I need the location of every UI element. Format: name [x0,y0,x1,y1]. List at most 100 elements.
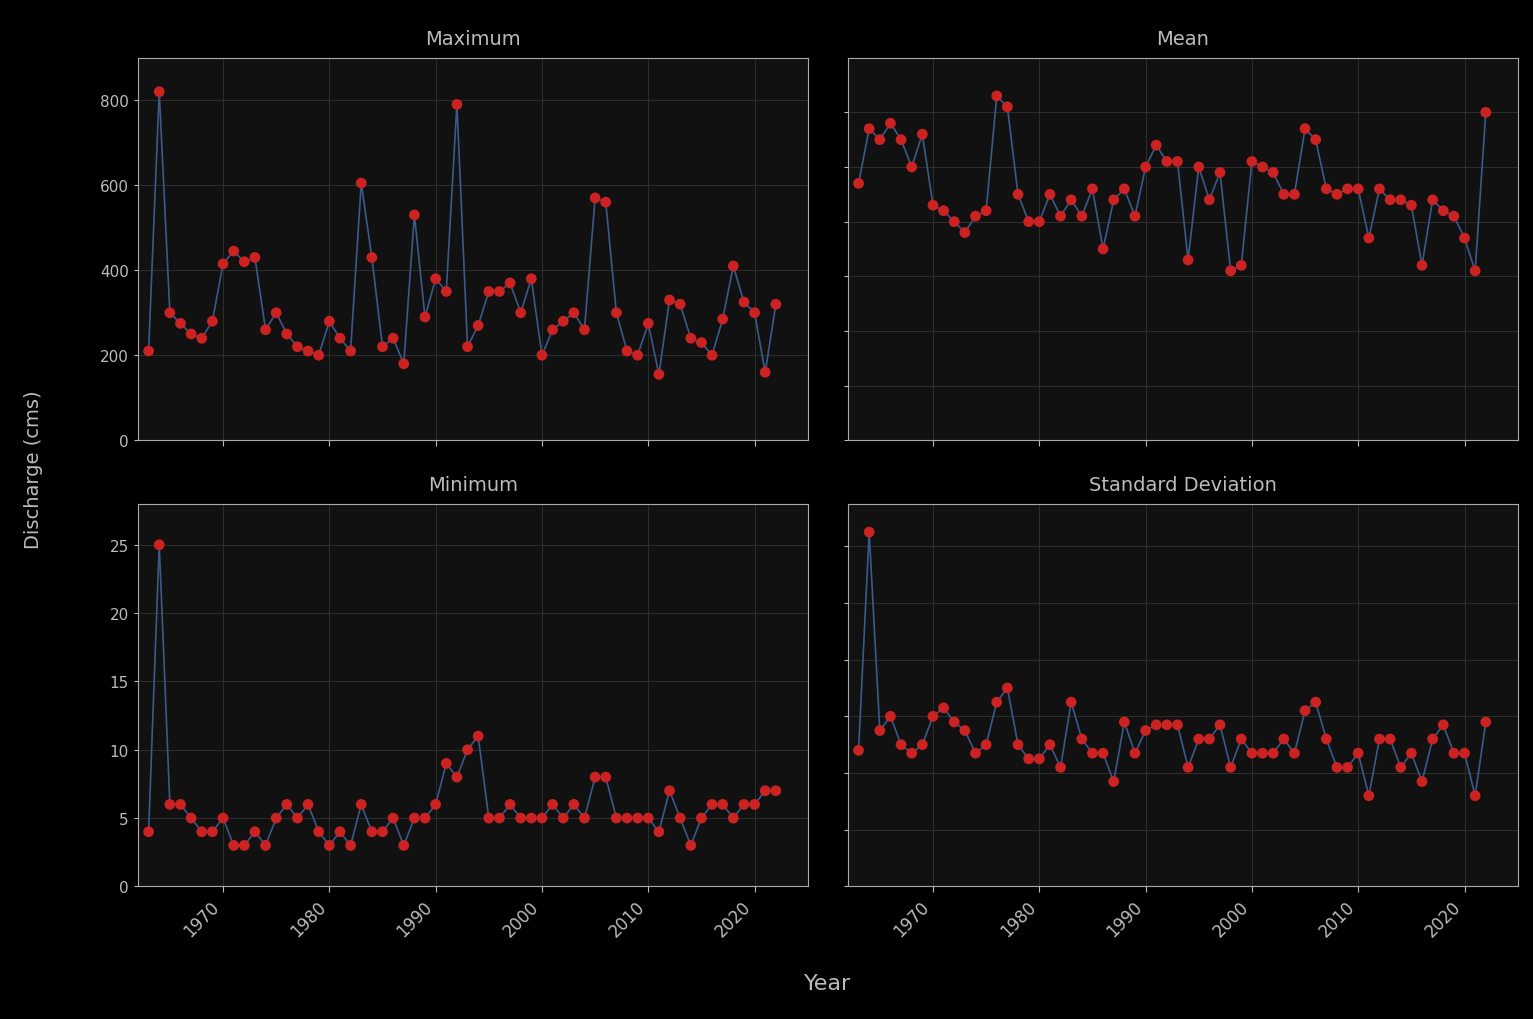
Point [445,97,469,113]
Point [391,357,415,373]
Point [615,810,639,826]
Point [878,116,903,132]
Text: Standard Deviation: Standard Deviation [1088,476,1277,494]
Point [1006,186,1030,203]
Point [1070,732,1095,748]
Point [1176,759,1200,775]
Point [900,160,924,176]
Point [1282,186,1306,203]
Point [742,306,766,322]
Point [455,742,480,758]
Point [668,810,693,826]
Point [763,783,788,799]
Point [911,127,935,144]
Point [1473,714,1498,731]
Point [221,244,245,260]
Point [1292,703,1317,719]
Point [402,208,426,224]
Point [900,745,924,761]
Text: Year: Year [805,973,851,994]
Point [1240,745,1265,761]
Point [868,722,892,739]
Point [1271,732,1295,748]
Point [995,680,1019,696]
Point [857,525,881,541]
Point [593,769,618,786]
Point [317,314,342,330]
Point [1473,105,1498,121]
Point [296,343,320,360]
Point [868,132,892,149]
Point [604,306,629,322]
Point [520,271,544,287]
Point [328,331,353,347]
Point [530,347,555,364]
Point [423,271,448,287]
Point [371,339,396,356]
Point [889,132,914,149]
Point [742,797,766,813]
Point [1070,209,1095,225]
Point [1421,193,1446,209]
Point [941,214,966,230]
Point [1049,209,1073,225]
Point [1219,264,1243,280]
Point [1165,717,1190,734]
Point [690,335,714,352]
Point [593,195,618,211]
Point [1400,198,1424,214]
Point [434,755,458,771]
Point [136,823,161,840]
Point [1452,230,1476,247]
Point [572,810,596,826]
Point [253,322,277,338]
Point [201,314,225,330]
Point [158,797,182,813]
Point [498,797,523,813]
Point [1208,165,1233,181]
Point [274,326,299,342]
Point [242,823,267,840]
Point [1462,788,1487,804]
Point [412,810,437,826]
Point [699,797,724,813]
Point [932,700,957,716]
Point [1303,132,1328,149]
Point [445,769,469,786]
Point [360,823,385,840]
Point [509,810,533,826]
Point [952,722,977,739]
Point [636,810,661,826]
Point [710,797,734,813]
Point [402,810,426,826]
Point [1081,181,1105,198]
Point [658,783,682,799]
Point [285,810,310,826]
Point [1292,121,1317,138]
Point [391,838,415,854]
Point [221,838,245,854]
Point [169,797,193,813]
Point [1251,745,1275,761]
Point [434,284,458,301]
Point [242,250,267,266]
Point [1091,242,1116,258]
Text: Maximum: Maximum [425,30,521,49]
Point [1049,759,1073,775]
Point [1410,258,1435,274]
Point [1208,717,1233,734]
Point [1367,181,1392,198]
Point [1038,186,1062,203]
Point [1357,788,1381,804]
Point [583,191,607,207]
Point [328,823,353,840]
Point [147,537,172,553]
Point [1357,230,1381,247]
Point [1260,745,1285,761]
Point [941,714,966,731]
Point [963,209,987,225]
Point [1122,209,1147,225]
Text: Mean: Mean [1156,30,1210,49]
Point [487,810,512,826]
Point [690,810,714,826]
